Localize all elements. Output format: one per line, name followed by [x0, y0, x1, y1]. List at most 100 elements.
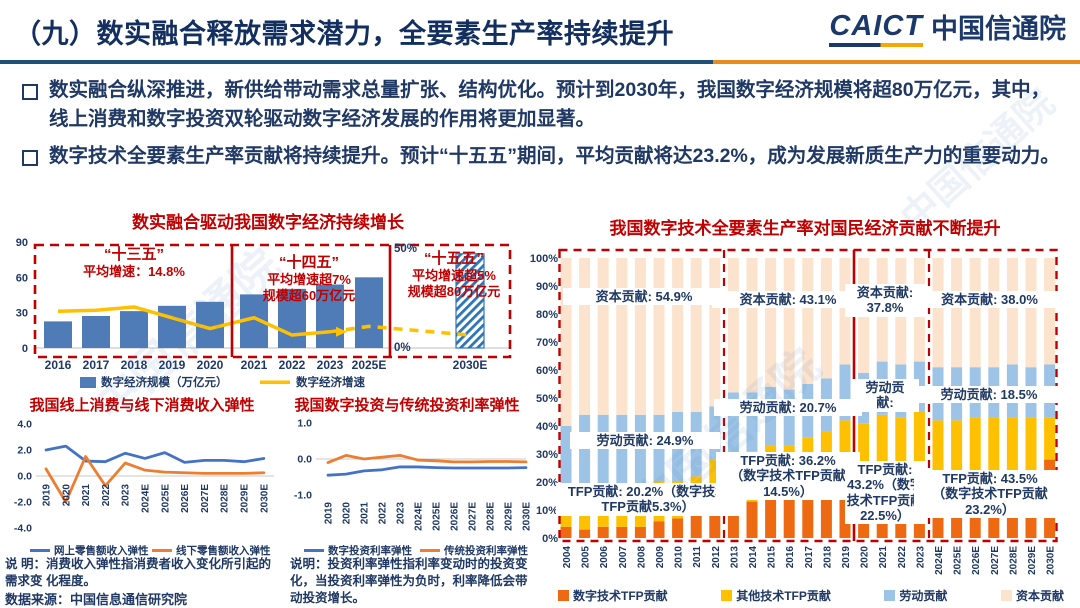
svg-text:2023: 2023 [396, 502, 407, 525]
svg-text:30%: 30% [536, 449, 558, 461]
svg-text:2022: 2022 [279, 358, 306, 372]
bullet-square-icon [22, 84, 38, 100]
svg-text:2022: 2022 [897, 546, 908, 569]
svg-text:2030E: 2030E [1046, 546, 1057, 575]
svg-text:2025E: 2025E [953, 546, 964, 575]
caict-logo-wordmark: CAICT [829, 12, 923, 47]
svg-text:2021: 2021 [81, 484, 92, 507]
svg-text:2027E: 2027E [200, 484, 211, 513]
svg-text:1.0: 1.0 [297, 418, 312, 430]
phase-name: “十三五” [103, 246, 164, 263]
svg-text:2020: 2020 [197, 358, 224, 372]
svg-text:2019: 2019 [159, 358, 186, 372]
svg-text:40%: 40% [536, 421, 558, 433]
svg-text:2010: 2010 [674, 546, 685, 569]
svg-text:线下零售额收入弹性: 线下零售额收入弹性 [176, 544, 271, 557]
bullet-text: 数字技术全要素生产率贡献将持续提升。预计“十五五”期间，平均贡献将达23.2%，… [49, 144, 1060, 167]
svg-text:数字经济规模（万亿元）: 数字经济规模（万亿元） [101, 375, 228, 389]
svg-text:2017: 2017 [804, 546, 815, 569]
svg-text:2.0: 2.0 [17, 445, 32, 457]
svg-text:2018: 2018 [121, 358, 148, 372]
capital-contribution-annotation-g3: 资本贡献: 37.8% [845, 284, 925, 317]
svg-text:90%: 90% [536, 281, 558, 293]
svg-text:2021: 2021 [360, 502, 371, 525]
svg-text:2016: 2016 [785, 546, 796, 569]
svg-text:2025E: 2025E [352, 358, 387, 372]
svg-text:2020: 2020 [61, 484, 72, 507]
svg-text:2025E: 2025E [432, 502, 443, 531]
svg-text:2030E: 2030E [522, 502, 533, 531]
svg-text:0%: 0% [394, 342, 411, 354]
svg-text:2026E: 2026E [971, 546, 982, 575]
bullet-item: 数字技术全要素生产率贡献将持续提升。预计“十五五”期间，平均贡献将达23.2%，… [22, 142, 1068, 171]
investment-chart-title: 我国数字投资与传统投资利率弹性 [294, 397, 520, 414]
legend-item-digital-tfp: 数字技术TFP贡献 [558, 587, 668, 604]
svg-text:2007: 2007 [618, 546, 629, 569]
svg-text:10%: 10% [536, 505, 558, 517]
svg-text:2023: 2023 [317, 358, 344, 372]
bullet-list: 数实融合纵深推进，新供给带动需求总量扩张、结构优化。预计到2030年，我国数字经… [22, 76, 1068, 178]
phase-name: “十四五” [278, 254, 339, 271]
header-divider [0, 60, 1080, 64]
svg-text:4.0: 4.0 [17, 419, 32, 431]
svg-text:2030E: 2030E [259, 484, 270, 513]
investment-chart-note: 说明：投资利率弹性指利率变动时的投资变化，当投资利率弹性为负时，利率降低会带动投… [290, 557, 528, 605]
svg-text:-4.0: -4.0 [14, 523, 32, 535]
svg-text:2016: 2016 [45, 358, 72, 372]
phase-text: 平均增速超7% 规模超60万亿元 [262, 272, 356, 304]
svg-text:0.0: 0.0 [17, 471, 32, 483]
caict-logo: CAICT 中国信通院 [829, 12, 1066, 47]
svg-text:100%: 100% [530, 253, 558, 265]
digital-economy-chart-svg: 90 60 30 0 50% 0% 2016 2017 2018 2019 2020 2021 2022… [16, 237, 512, 389]
phase-14-5-annotation: “十四五” 平均增速超7% 规模超60万亿元 [233, 251, 385, 305]
svg-text:2024E: 2024E [141, 484, 152, 513]
svg-text:数字投资利率弹性: 数字投资利率弹性 [327, 544, 412, 557]
svg-text:-2.0: -2.0 [14, 497, 32, 509]
svg-text:60: 60 [16, 272, 28, 284]
svg-text:2021: 2021 [878, 546, 889, 569]
data-source: 数据来源：中国信息通信研究院 [5, 592, 188, 607]
svg-text:2024E: 2024E [934, 546, 945, 575]
caict-logo-cn: 中国信通院 [931, 14, 1066, 44]
svg-text:60%: 60% [536, 365, 558, 377]
svg-text:2028E: 2028E [220, 484, 231, 513]
phase-15-5-annotation: “十五五” 平均增速超5% 规模超80万亿元 [390, 247, 518, 301]
svg-text:2030E: 2030E [453, 358, 488, 372]
consumption-chart-note: 说 明：消费收入弹性指消费者收入变化所引起的需求变 化程度。 [5, 557, 271, 588]
phase-name: “十五五” [423, 250, 484, 267]
page-title: （九）数实融合释放需求潜力，全要素生产率持续提升 [14, 19, 674, 49]
svg-text:2019: 2019 [324, 502, 335, 525]
legend-item-labor: 劳动贡献 [884, 587, 947, 604]
svg-text:数字经济增速: 数字经济增速 [296, 375, 365, 389]
svg-text:传统投资利率弹性: 传统投资利率弹性 [443, 544, 528, 557]
labor-contribution-annotation-g4: 劳动贡献: 18.5% [910, 386, 1068, 404]
bullet-item: 数实融合纵深推进，新供给带动需求总量扩张、结构优化。预计到2030年，我国数字经… [22, 76, 1068, 135]
svg-text:2020: 2020 [342, 502, 353, 525]
svg-text:50%: 50% [394, 243, 417, 255]
svg-text:2028E: 2028E [486, 502, 497, 531]
svg-text:2029E: 2029E [1027, 546, 1038, 575]
caict-logo-underline [829, 43, 923, 47]
svg-text:2011: 2011 [692, 546, 703, 568]
tfp-contribution-annotation-g1: TFP贡献: 20.2%（数字技术 TFP贡献5.3%） [556, 483, 740, 516]
tfp-contribution-annotation-g3: TFP贡献: 43.2%（数字 技术TFP贡献 22.5%） [845, 461, 925, 525]
svg-text:2022: 2022 [378, 502, 389, 525]
legend-label: 其他技术TFP贡献 [736, 589, 831, 603]
svg-text:2020: 2020 [860, 546, 871, 569]
svg-text:2019: 2019 [42, 484, 53, 507]
bullet-square-icon [22, 149, 38, 166]
svg-text:2009: 2009 [655, 546, 666, 569]
svg-text:2029E: 2029E [240, 484, 251, 513]
labor-contribution-annotation-g2: 劳动贡献: 20.7% [714, 399, 862, 417]
svg-text:2025E: 2025E [160, 484, 171, 513]
tfp-contribution-annotation-g4: TFP贡献: 43.5% （数字技术TFP贡献 23.2%） [914, 470, 1066, 518]
investment-chart-svg: 1.0 0.0 -1.0 2019 2020 2021 2022 2023 2024E 2025E… [294, 418, 533, 558]
svg-text:2017: 2017 [83, 358, 110, 372]
legend-swatch-icon [884, 590, 896, 601]
svg-text:2004: 2004 [562, 546, 573, 569]
phase-text: 平均增速超5% 规模超80万亿元 [407, 268, 501, 300]
consumption-chart-svg: 4.0 2.0 0.0 -2.0 -4.0 2019 2020 2021 2022 2023 202… [14, 419, 274, 557]
svg-text:2022: 2022 [101, 484, 112, 507]
svg-text:2005: 2005 [581, 546, 592, 569]
